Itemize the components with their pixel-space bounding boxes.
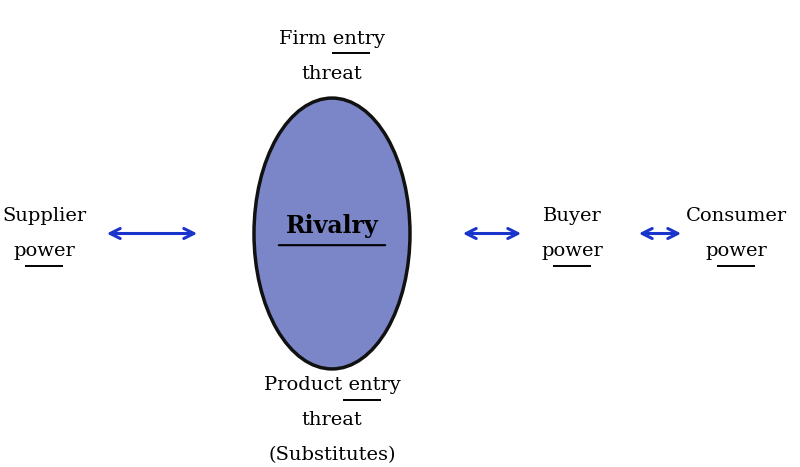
Text: threat: threat	[302, 64, 362, 83]
Text: power: power	[541, 242, 603, 260]
Text: Product entry: Product entry	[264, 376, 400, 394]
Text: Supplier: Supplier	[2, 207, 86, 225]
Text: Buyer: Buyer	[542, 207, 602, 225]
Text: power: power	[705, 242, 767, 260]
Text: (Substitutes): (Substitutes)	[268, 446, 396, 464]
Text: power: power	[13, 242, 75, 260]
Text: threat: threat	[302, 411, 362, 429]
Text: Consumer: Consumer	[686, 207, 786, 225]
Text: Firm entry: Firm entry	[279, 29, 385, 48]
Text: Rivalry: Rivalry	[286, 214, 378, 239]
Ellipse shape	[254, 98, 410, 369]
